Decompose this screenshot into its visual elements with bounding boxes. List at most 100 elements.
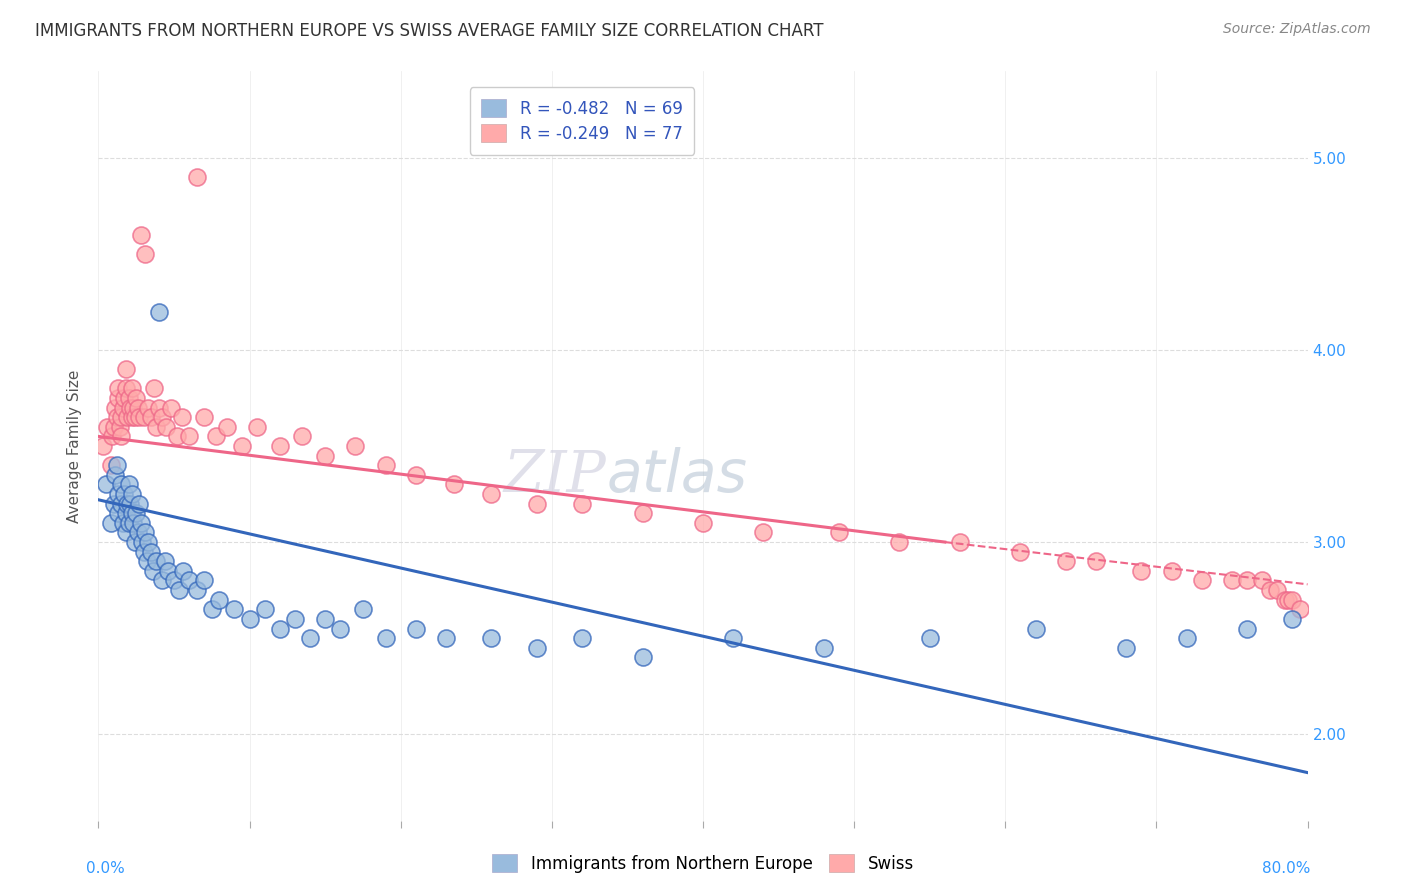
Point bbox=[1289, 602, 1312, 616]
Point bbox=[949, 535, 972, 549]
Point bbox=[110, 497, 132, 511]
Point bbox=[134, 247, 156, 261]
Point bbox=[443, 477, 465, 491]
Point bbox=[813, 640, 835, 655]
Point bbox=[1281, 612, 1303, 626]
Point bbox=[434, 631, 457, 645]
Point bbox=[208, 592, 231, 607]
Point bbox=[179, 574, 201, 588]
Point bbox=[269, 439, 291, 453]
Point bbox=[571, 631, 593, 645]
Point bbox=[1085, 554, 1108, 568]
Point bbox=[374, 458, 396, 473]
Point bbox=[103, 419, 125, 434]
Point bbox=[107, 487, 129, 501]
Legend: Immigrants from Northern Europe, Swiss: Immigrants from Northern Europe, Swiss bbox=[485, 847, 921, 880]
Point bbox=[889, 535, 911, 549]
Point bbox=[96, 419, 118, 434]
Point bbox=[231, 439, 253, 453]
Point bbox=[112, 487, 135, 501]
Point bbox=[125, 506, 148, 520]
Point bbox=[145, 419, 167, 434]
Point bbox=[166, 429, 188, 443]
Point bbox=[118, 516, 141, 530]
Point bbox=[131, 535, 153, 549]
Point bbox=[94, 477, 117, 491]
Point bbox=[110, 429, 132, 443]
Point bbox=[215, 419, 238, 434]
Point bbox=[1220, 574, 1243, 588]
Point bbox=[253, 602, 276, 616]
Point bbox=[134, 525, 156, 540]
Point bbox=[481, 631, 503, 645]
Point bbox=[143, 381, 166, 395]
Point bbox=[352, 602, 374, 616]
Point bbox=[344, 439, 367, 453]
Point bbox=[1024, 622, 1046, 636]
Point bbox=[148, 401, 170, 415]
Point bbox=[374, 631, 396, 645]
Point bbox=[1054, 554, 1077, 568]
Point bbox=[114, 525, 136, 540]
Point bbox=[135, 554, 157, 568]
Point bbox=[752, 525, 775, 540]
Point bbox=[120, 401, 142, 415]
Point bbox=[170, 410, 193, 425]
Point bbox=[239, 612, 262, 626]
Point bbox=[121, 487, 143, 501]
Point bbox=[104, 467, 127, 482]
Point bbox=[125, 391, 148, 405]
Point bbox=[269, 622, 291, 636]
Point bbox=[136, 535, 159, 549]
Point bbox=[1277, 592, 1299, 607]
Point bbox=[132, 410, 155, 425]
Point bbox=[1251, 574, 1274, 588]
Point bbox=[121, 410, 143, 425]
Point bbox=[128, 497, 150, 511]
Point bbox=[107, 381, 129, 395]
Point bbox=[246, 419, 269, 434]
Point bbox=[1236, 622, 1258, 636]
Point bbox=[723, 631, 745, 645]
Point bbox=[692, 516, 714, 530]
Point bbox=[201, 602, 224, 616]
Point bbox=[329, 622, 352, 636]
Point bbox=[179, 429, 201, 443]
Point bbox=[124, 410, 146, 425]
Text: ZIP: ZIP bbox=[503, 448, 606, 504]
Point bbox=[1274, 592, 1296, 607]
Point bbox=[101, 429, 124, 443]
Point bbox=[120, 497, 142, 511]
Point bbox=[155, 419, 177, 434]
Point bbox=[571, 497, 593, 511]
Point bbox=[167, 583, 190, 598]
Point bbox=[405, 622, 427, 636]
Point bbox=[299, 631, 322, 645]
Point bbox=[148, 304, 170, 318]
Point bbox=[136, 401, 159, 415]
Point bbox=[1191, 574, 1213, 588]
Point bbox=[918, 631, 941, 645]
Point bbox=[121, 506, 143, 520]
Point bbox=[828, 525, 851, 540]
Point bbox=[111, 401, 134, 415]
Point bbox=[103, 497, 125, 511]
Point bbox=[631, 650, 654, 665]
Point bbox=[1258, 583, 1281, 598]
Point bbox=[100, 458, 122, 473]
Point bbox=[108, 419, 131, 434]
Point bbox=[145, 554, 167, 568]
Point bbox=[114, 381, 136, 395]
Point bbox=[105, 410, 128, 425]
Point bbox=[104, 401, 127, 415]
Y-axis label: Average Family Size: Average Family Size bbox=[67, 369, 83, 523]
Point bbox=[128, 410, 150, 425]
Point bbox=[284, 612, 307, 626]
Point bbox=[115, 410, 138, 425]
Point bbox=[107, 391, 129, 405]
Point bbox=[193, 574, 215, 588]
Point bbox=[107, 506, 129, 520]
Point bbox=[481, 487, 503, 501]
Point bbox=[110, 477, 132, 491]
Point bbox=[121, 381, 143, 395]
